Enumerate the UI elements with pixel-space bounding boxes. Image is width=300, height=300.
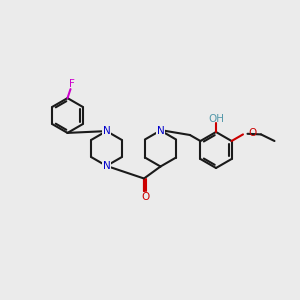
Text: N: N: [103, 126, 110, 136]
Text: N: N: [103, 161, 110, 171]
Text: O: O: [248, 128, 257, 139]
Text: O: O: [141, 192, 149, 202]
Text: F: F: [69, 79, 75, 89]
Text: OH: OH: [208, 114, 224, 124]
Text: N: N: [157, 125, 164, 136]
